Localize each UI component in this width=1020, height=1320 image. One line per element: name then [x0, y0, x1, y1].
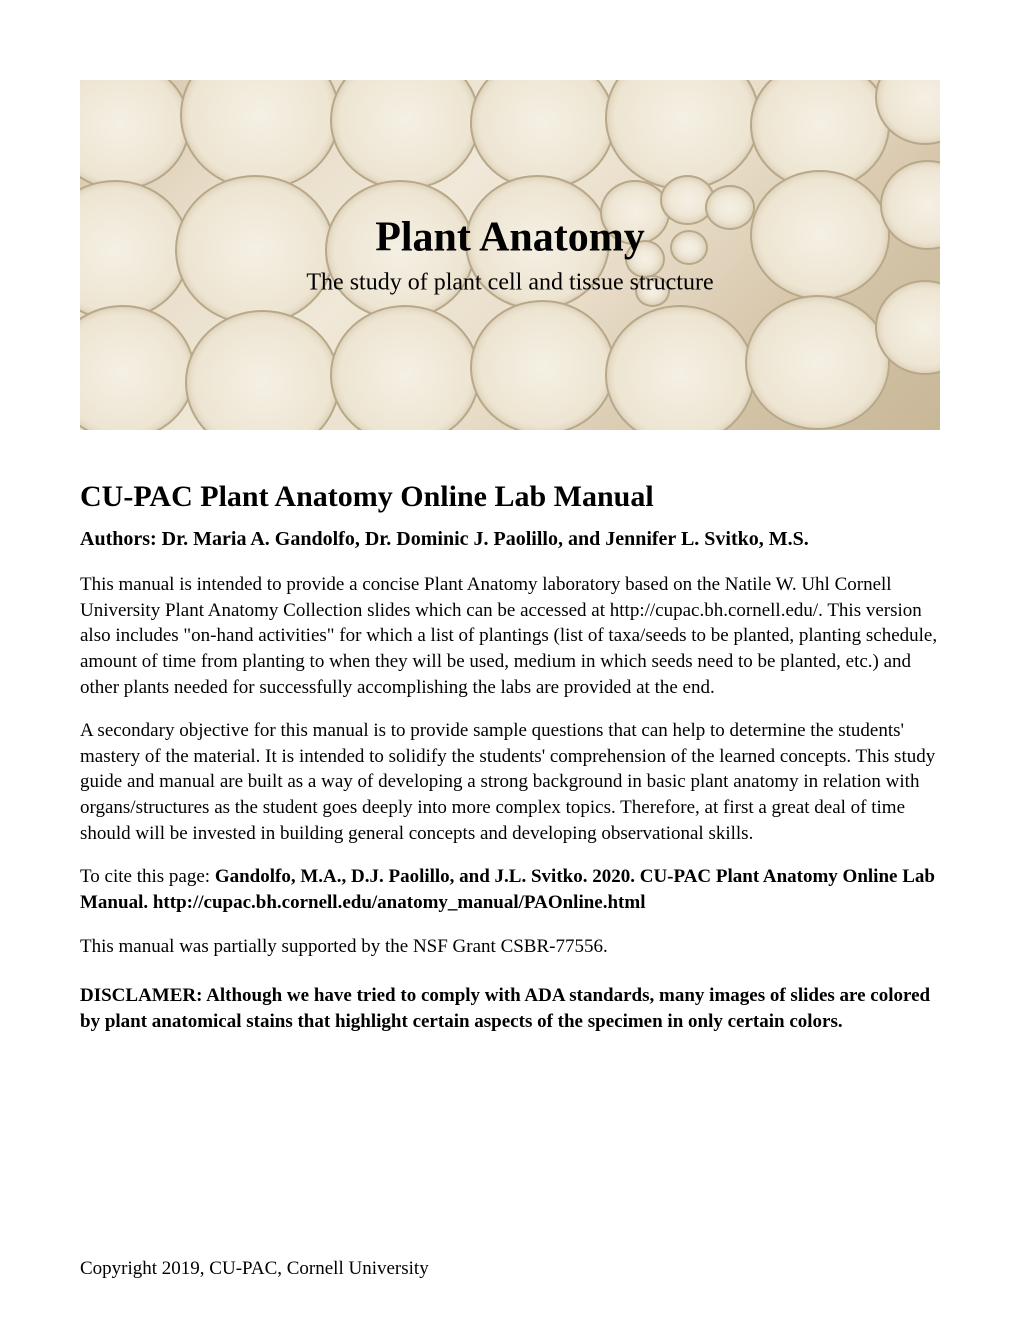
hero-banner: Plant Anatomy The study of plant cell an…	[80, 80, 940, 430]
intro-paragraph-1: This manual is intended to provide a con…	[80, 572, 940, 700]
disclaimer-paragraph: DISCLAMER: Although we have tried to com…	[80, 983, 940, 1034]
cell-shape	[470, 300, 615, 430]
authors-line: Authors: Dr. Maria A. Gandolfo, Dr. Domi…	[80, 526, 940, 552]
page-title: CU-PAC Plant Anatomy Online Lab Manual	[80, 480, 940, 514]
hero-text-block: Plant Anatomy The study of plant cell an…	[80, 214, 940, 297]
cell-shape	[745, 295, 890, 430]
hero-subtitle: The study of plant cell and tissue struc…	[80, 270, 940, 297]
grant-paragraph: This manual was partially supported by t…	[80, 934, 940, 960]
hero-title: Plant Anatomy	[80, 214, 940, 262]
citation-intro-text: To cite this page:	[80, 866, 215, 887]
citation-paragraph: To cite this page: Gandolfo, M.A., D.J. …	[80, 864, 940, 915]
copyright-line: Copyright 2019, CU-PAC, Cornell Universi…	[80, 1258, 429, 1280]
intro-paragraph-2: A secondary objective for this manual is…	[80, 718, 940, 846]
